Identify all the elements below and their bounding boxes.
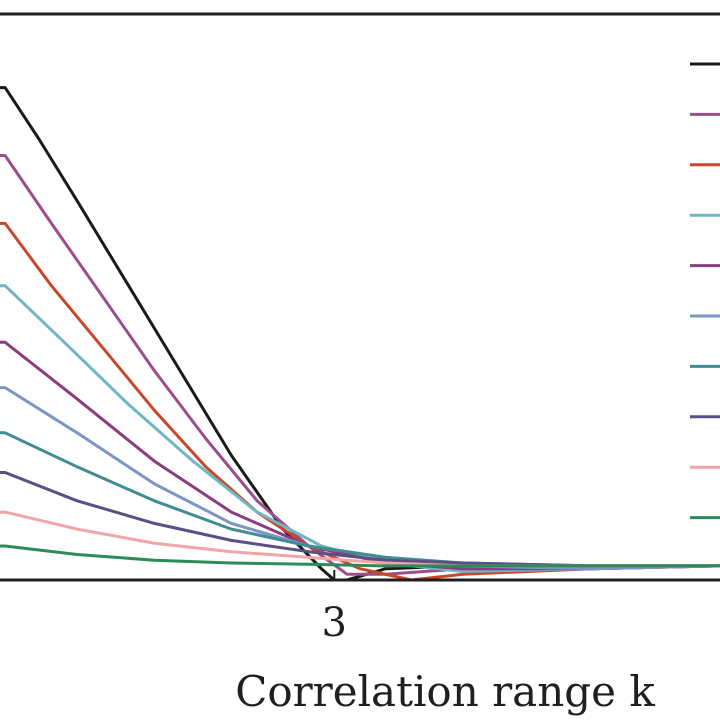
x-tick-label: 3 — [322, 600, 347, 646]
series-line-10 — [0, 544, 720, 568]
legend — [690, 62, 720, 520]
x-axis-ticks: 3 — [322, 570, 347, 646]
series-line-4 — [0, 284, 720, 573]
series-layer — [0, 86, 720, 582]
plot-frame — [0, 12, 720, 582]
x-axis-label: Correlation range k — [235, 667, 655, 716]
